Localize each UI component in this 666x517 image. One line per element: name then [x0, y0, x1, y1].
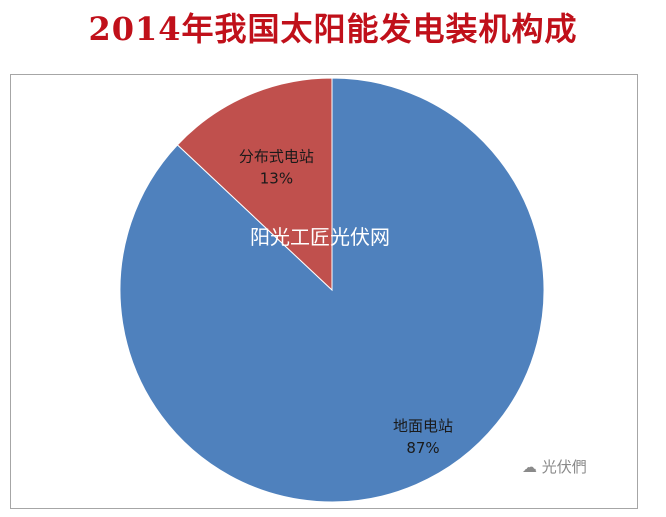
- slice-name-label: 地面电站: [393, 417, 453, 435]
- watermark-center: 阳光工匠光伏网: [250, 225, 390, 249]
- chart-area: 地面电站 87% 分布式电站 13%: [10, 74, 638, 509]
- slice-percent-label: 87%: [406, 439, 439, 457]
- pie-slice-distributed-station: [176, 77, 333, 292]
- wechat-icon: ☁: [522, 458, 537, 476]
- watermark-corner: ☁ 光伏們: [522, 456, 587, 477]
- slice-name-label: 分布式电站: [239, 148, 314, 166]
- watermark-corner-text: 光伏們: [541, 458, 587, 476]
- slice-percent-label: 13%: [260, 170, 293, 188]
- pie-chart: 地面电站 87% 分布式电站 13%: [119, 77, 545, 503]
- chart-title: 2014年我国太阳能发电装机构成: [88, 10, 578, 48]
